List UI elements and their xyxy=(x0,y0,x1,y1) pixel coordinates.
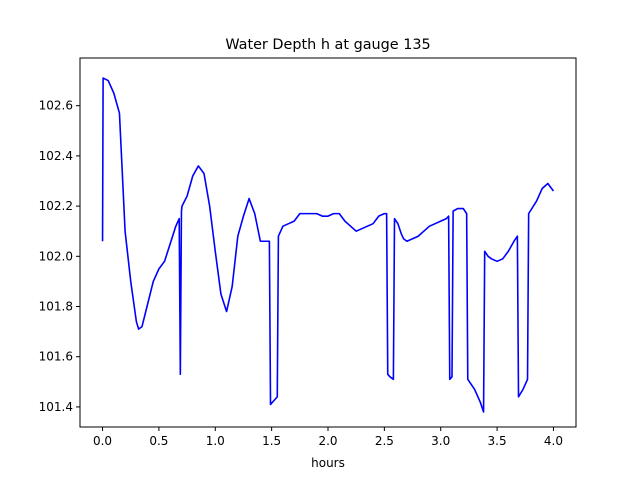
y-tick-label: 102.0 xyxy=(39,249,73,263)
x-tick-label: 2.5 xyxy=(375,434,394,448)
chart-title: Water Depth h at gauge 135 xyxy=(225,37,430,53)
y-tick-label: 102.6 xyxy=(39,99,73,113)
y-tick-label: 102.4 xyxy=(39,149,73,163)
y-tick-label: 101.4 xyxy=(39,400,73,414)
plot-frame xyxy=(79,57,577,428)
x-tick-label: 1.0 xyxy=(206,434,225,448)
y-tick-label: 101.8 xyxy=(39,300,73,314)
y-tick-label: 101.6 xyxy=(39,350,73,364)
x-tick-label: 0.5 xyxy=(149,434,168,448)
series-line xyxy=(101,77,555,413)
x-tick-label: 4.0 xyxy=(544,434,563,448)
x-tick-label: 1.5 xyxy=(262,434,281,448)
x-axis-label: hours xyxy=(311,456,345,470)
x-tick-label: 3.0 xyxy=(431,434,450,448)
y-tick-label: 102.2 xyxy=(39,199,73,213)
x-tick-label: 0.0 xyxy=(93,434,112,448)
x-tick-label: 2.0 xyxy=(318,434,337,448)
x-tick-label: 3.5 xyxy=(488,434,507,448)
